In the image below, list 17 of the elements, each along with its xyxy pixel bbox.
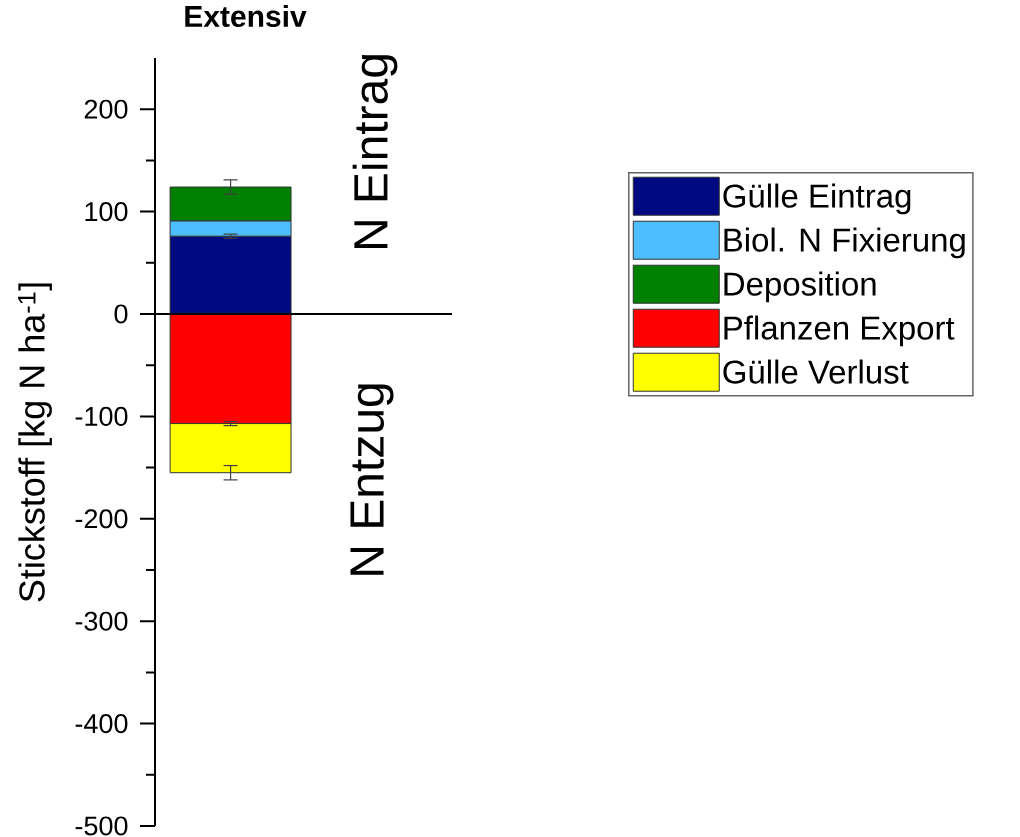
y-tick-label: -100 — [75, 406, 128, 426]
annotation: N Eintrag — [352, 55, 398, 249]
y-tick-label: 0 — [114, 304, 128, 324]
legend-label: Gülle Verlust — [723, 359, 909, 384]
annotation: N Entzug — [350, 384, 394, 575]
legend-label: Biol. N Fixierung — [724, 227, 965, 259]
legend-label: Deposition — [724, 271, 876, 303]
y-tick-label: 200 — [84, 99, 128, 119]
y-axis-title: Stickstoff [kg N ha$^{-1}$] — [18, 283, 52, 602]
legend-label: Gülle Eintrag — [723, 183, 911, 215]
y-tick-label: -500 — [75, 816, 128, 836]
y-tick-label: -300 — [75, 611, 128, 631]
y-tick-label: 100 — [85, 202, 128, 222]
chart-title: Extensiv — [185, 5, 307, 28]
y-tick-label: -200 — [75, 509, 128, 529]
y-tick-label: -400 — [75, 714, 128, 734]
legend-label: Pflanzen Export — [724, 315, 955, 347]
